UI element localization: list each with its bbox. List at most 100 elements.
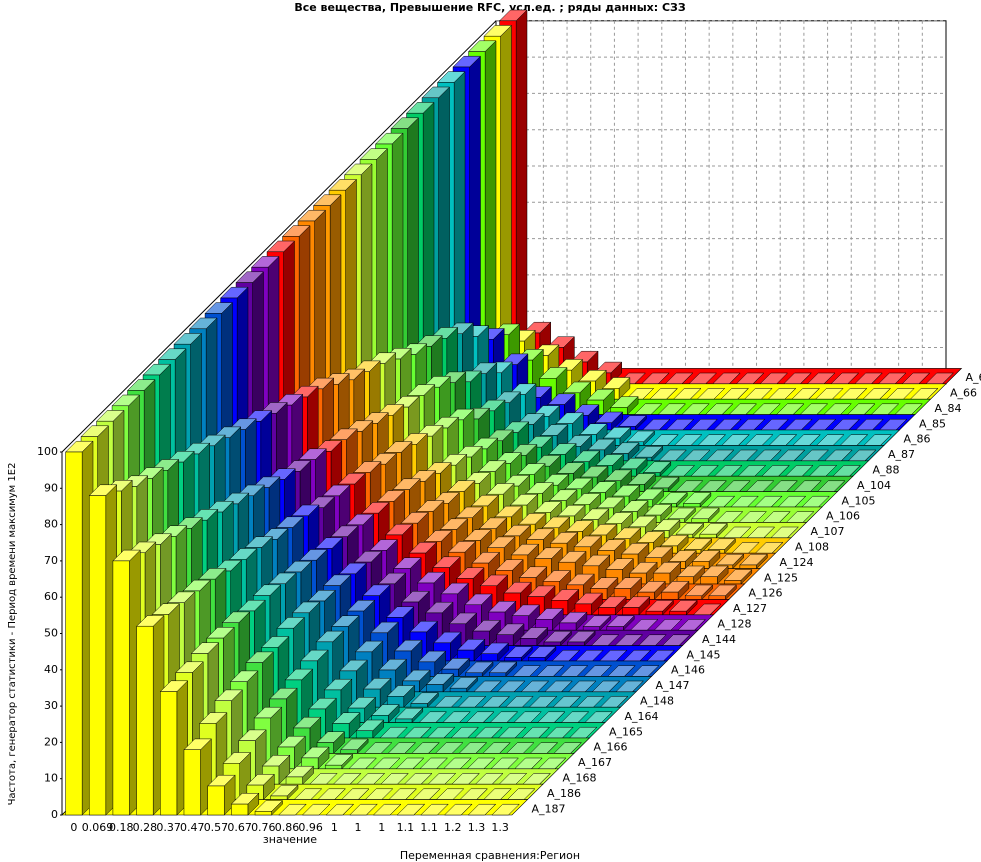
bar-top <box>467 803 497 816</box>
bar-top <box>443 803 473 816</box>
y-tick-label: 10 <box>44 772 58 785</box>
legend-label: A_126 <box>749 587 783 600</box>
bar-front <box>355 730 374 739</box>
bar <box>456 638 486 662</box>
bar <box>708 584 737 600</box>
bar <box>410 692 439 708</box>
legend-label: A_106 <box>826 510 860 523</box>
bar <box>300 746 330 770</box>
bar <box>394 707 424 724</box>
legend-label: A_167 <box>578 756 612 769</box>
legend-label: A_65 <box>966 371 981 384</box>
bar-front <box>528 657 546 662</box>
bar <box>135 614 165 816</box>
y-tick-label: 80 <box>44 518 58 531</box>
bar <box>691 550 721 570</box>
x-tick-label: 0.28 <box>133 821 158 834</box>
bar-front <box>559 622 577 631</box>
bar <box>349 803 378 816</box>
bar <box>183 738 213 816</box>
bar <box>443 803 473 816</box>
legend-label: A_147 <box>656 679 690 692</box>
bar <box>480 642 510 662</box>
legend-label: A_164 <box>625 710 659 723</box>
bar-front <box>691 518 709 523</box>
legend-label: A_105 <box>842 494 876 507</box>
bar-front <box>504 657 522 662</box>
bar-front <box>645 610 663 616</box>
bar-front <box>699 533 717 539</box>
bar-front <box>136 625 154 816</box>
bar <box>301 803 331 816</box>
legend-label: A_85 <box>919 417 946 430</box>
bar <box>669 599 698 616</box>
z-axis-label: Переменная сравнения:Регион <box>400 849 580 862</box>
bar <box>467 803 497 816</box>
bar-front <box>465 672 483 677</box>
legend-label: A_87 <box>888 448 915 461</box>
bar <box>558 611 588 631</box>
bar <box>325 803 355 816</box>
bar <box>207 774 236 816</box>
bar-front <box>739 564 757 569</box>
bar <box>682 492 712 508</box>
bar <box>88 484 118 816</box>
bar-front <box>324 764 343 770</box>
bar <box>340 738 369 755</box>
bar <box>660 580 690 601</box>
legend-label: A_127 <box>733 602 767 615</box>
bar <box>700 565 729 585</box>
x-tick-label: 0.96 <box>298 821 323 834</box>
legend-label: A_107 <box>811 525 845 538</box>
bar-front <box>708 595 726 600</box>
legend-label: A_187 <box>532 802 566 815</box>
bar <box>527 646 557 662</box>
bar <box>420 803 449 816</box>
bar <box>159 680 189 816</box>
bar <box>543 630 573 647</box>
bar-front <box>207 785 225 816</box>
legend-label: A_146 <box>671 664 705 677</box>
x-tick-label: 1.1 <box>397 821 415 834</box>
bar-front <box>598 607 616 616</box>
bar <box>504 646 533 662</box>
left-wall-edge <box>61 20 497 453</box>
bar <box>425 673 455 693</box>
x-tick-label: 1.3 <box>468 821 486 834</box>
bar-front <box>395 718 413 723</box>
bar-front <box>582 626 600 631</box>
bar <box>621 596 651 616</box>
x-tick-label: 0.069 <box>82 821 114 834</box>
bar <box>355 719 385 739</box>
y-tick-label: 90 <box>44 481 58 494</box>
legend-label: A_66 <box>950 387 977 400</box>
bar-front <box>661 591 679 600</box>
bar <box>285 765 315 785</box>
bar <box>491 803 520 816</box>
bar <box>739 553 768 570</box>
x-tick-label: 0.57 <box>204 821 229 834</box>
y-tick-label: 20 <box>44 735 58 748</box>
x-tick-label: 1.2 <box>444 821 462 834</box>
bar-front <box>543 641 561 646</box>
bar <box>112 549 141 816</box>
legend-label: A_148 <box>640 695 674 708</box>
bar-front <box>426 684 444 693</box>
bar <box>684 584 714 601</box>
y-tick-label: 50 <box>44 627 58 640</box>
x-tick-label: 1.1 <box>420 821 438 834</box>
x-tick-label: 0.76 <box>251 821 276 834</box>
bar-front <box>606 626 624 631</box>
x-tick-label: 0.37 <box>156 821 181 834</box>
bar-top <box>396 803 426 816</box>
legend-label: A_104 <box>857 479 891 492</box>
bar-front <box>700 576 718 585</box>
legend-label: A_166 <box>594 741 628 754</box>
legend-label: A_145 <box>687 648 721 661</box>
bar <box>449 676 479 693</box>
bar <box>610 396 639 416</box>
bar-front <box>183 749 201 816</box>
bar-front <box>622 607 640 616</box>
bar-top <box>372 803 402 816</box>
bar <box>64 440 94 816</box>
